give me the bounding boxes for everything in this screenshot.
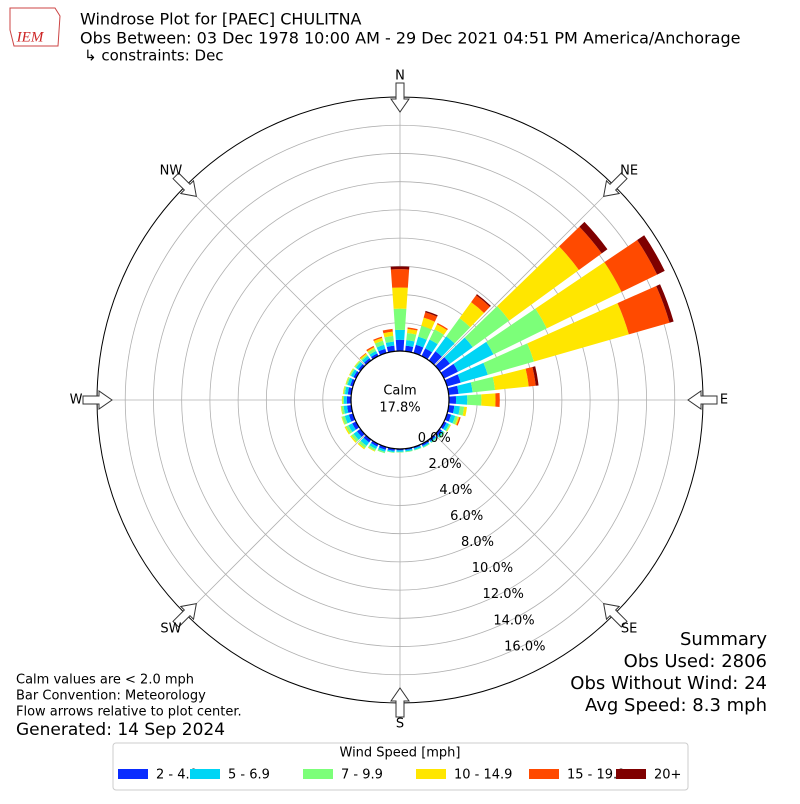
note: Bar Convention: Meteorology [16,689,206,704]
ring-label: 10.0% [472,561,513,576]
legend-swatch [190,769,220,779]
wind-bar [394,309,407,330]
ring-label: 12.0% [483,587,524,602]
wind-bar [392,288,408,309]
title: Windrose Plot for [PAEC] CHULITNA [80,10,362,29]
ring-label: 16.0% [504,639,545,654]
ring-label: 2.0% [429,457,462,472]
legend-label: 7 - 9.9 [341,768,383,783]
compass-label: W [70,393,83,408]
wind-bar [467,394,481,405]
ring-label: 6.0% [450,509,483,524]
wind-bar [395,330,405,340]
wind-bar [481,393,495,406]
wind-bar [396,340,404,351]
subtitle: Obs Between: 03 Dec 1978 10:00 AM - 29 D… [80,29,740,48]
legend-swatch [529,769,559,779]
wind-bar [344,396,347,404]
spoke [186,435,366,615]
calm-value: 17.8% [379,401,420,416]
legend-label: 20+ [654,768,681,783]
wind-bar [457,382,472,394]
logo: IEM [10,8,60,46]
compass-label: E [720,393,728,408]
ring-label: 14.0% [493,613,534,628]
compass-label: SW [160,622,181,637]
legend-label: 10 - 14.9 [454,768,512,783]
summary-line: Obs Without Wind: 24 [570,673,767,694]
legend-title: Wind Speed [mph] [340,746,461,761]
legend-swatch [303,769,333,779]
legend-swatch [616,769,646,779]
ring-label: 8.0% [461,535,494,550]
wind-bar [493,369,529,390]
wind-bar [343,396,345,404]
ring-label: 4.0% [439,483,472,498]
spoke [186,186,366,366]
wind-bar [495,393,499,407]
summary-line: Summary [680,629,767,650]
summary-line: Avg Speed: 8.3 mph [585,695,767,716]
calm-label: Calm [383,384,416,399]
legend-label: 5 - 6.9 [228,768,270,783]
logo-text: IEM [16,29,45,45]
wind-bar [449,396,456,404]
plot: N NE E SE S SW W NW Calm 17.8% 0.0% 2.0% 4.0% 6.0% 8.0… [70,69,729,732]
wind-bar [391,266,410,269]
generated: Generated: 14 Sep 2024 [16,720,225,740]
summary-line: Obs Used: 2806 [624,651,767,672]
compass-label: NW [160,163,183,178]
legend-swatch [118,769,148,779]
wind-bar [391,269,409,288]
compass-label: S [396,717,404,732]
wind-bar [396,450,403,452]
compass-label: N [395,69,405,84]
ring-label: 0.0% [418,431,451,446]
compass-label: NE [620,163,638,178]
legend-swatch [416,769,446,779]
note: Flow arrows relative to plot center. [16,705,242,720]
wind-bar [456,395,467,404]
constraints: ↳ constraints: Dec [84,47,224,65]
wind-bar [448,386,459,395]
compass-label: SE [621,622,637,637]
note: Calm values are < 2.0 mph [16,673,194,688]
